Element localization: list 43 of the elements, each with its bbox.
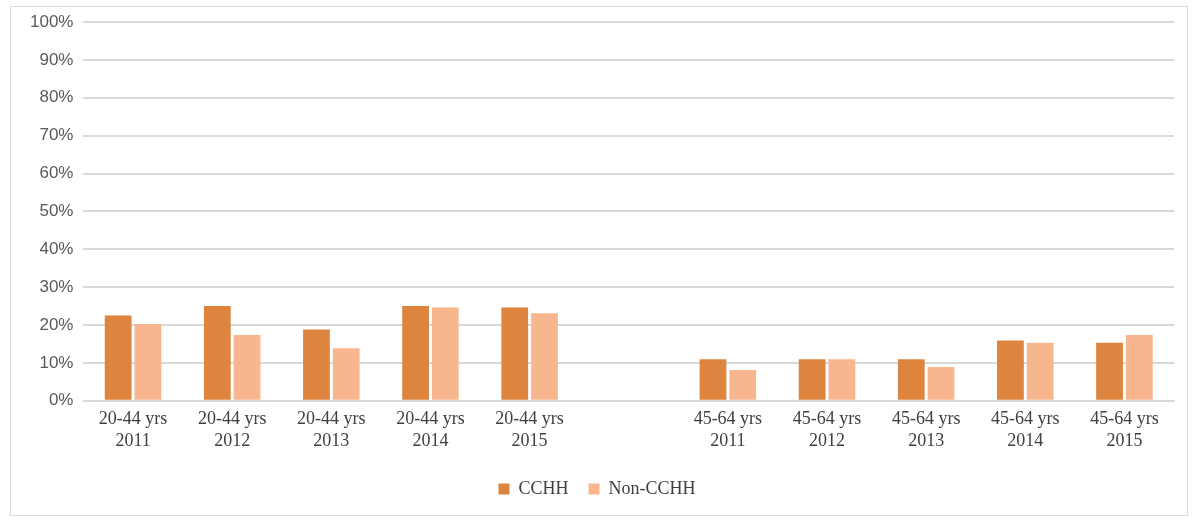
y-tick-label: 10% — [39, 352, 74, 372]
legend-label: CCHH — [518, 477, 569, 498]
x-tick-label: 20-44 yrs 2013 — [297, 408, 366, 450]
bar — [104, 315, 132, 400]
bar — [431, 307, 459, 400]
bar — [332, 348, 360, 400]
y-tick-label: 100% — [30, 11, 74, 31]
y-tick-label: 0% — [48, 390, 74, 410]
x-tick-label: 20-44 yrs 2014 — [396, 408, 465, 450]
y-tick-label: 90% — [39, 49, 74, 69]
bar — [798, 359, 826, 400]
bar — [828, 359, 856, 400]
bar — [501, 307, 529, 400]
x-tick-label: 20-44 yrs 2015 — [495, 408, 564, 450]
x-tick-label: 45-64 yrs 2015 — [1090, 408, 1159, 450]
y-tick-label: 30% — [39, 276, 74, 296]
x-tick-label: 20-44 yrs 2012 — [197, 408, 267, 450]
x-tick-label: 20-44 yrs 2011 — [98, 408, 168, 450]
y-tick-label: 40% — [39, 238, 74, 258]
x-tick-label: 45-64 yrs 2011 — [693, 408, 763, 450]
bar — [897, 359, 925, 400]
bar — [1125, 334, 1153, 400]
x-tick-label: 45-64 yrs 2013 — [891, 408, 961, 450]
bar — [402, 306, 429, 400]
y-tick-label: 80% — [39, 87, 74, 107]
legend-label: Non-CCHH — [608, 477, 696, 498]
y-tick-label: 60% — [39, 163, 74, 183]
bar — [997, 340, 1024, 400]
y-tick-label: 20% — [39, 314, 74, 334]
bar — [729, 370, 757, 400]
y-tick-label: 70% — [39, 125, 74, 145]
bar — [233, 334, 261, 400]
x-tick-label: 45-64 yrs 2012 — [792, 408, 862, 450]
bar — [927, 367, 955, 400]
bar — [699, 359, 727, 400]
bar — [1096, 342, 1123, 400]
bar — [303, 329, 330, 400]
bar — [203, 306, 231, 400]
x-tick-label: 45-64 yrs 2014 — [991, 408, 1060, 450]
y-tick-label: 50% — [39, 201, 74, 221]
bar — [134, 323, 162, 400]
bar — [531, 313, 558, 400]
bar — [1026, 342, 1054, 400]
